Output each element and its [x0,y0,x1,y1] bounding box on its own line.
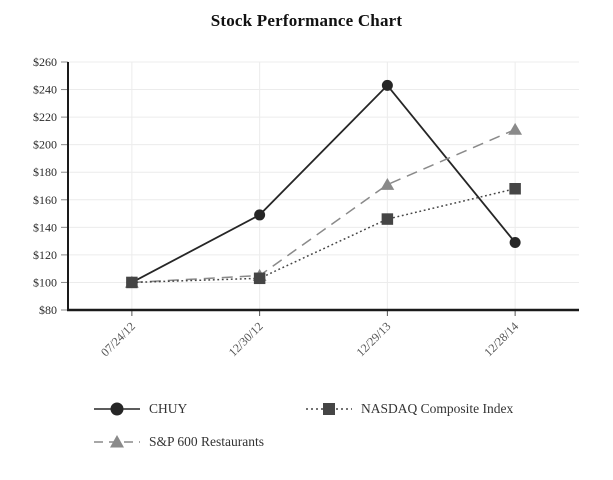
y-axis-label: $240 [33,83,57,97]
data-point-square [126,276,138,289]
data-point-circle [381,79,393,91]
legend-marker-square [323,403,335,415]
y-axis-label: $140 [33,220,57,234]
legend-marker-triangle [110,435,124,448]
data-point-square [381,213,394,225]
chuy-line-circle-icon [94,402,140,416]
stock-performance-chart: $80 $100 $120 $140 $160 $180 $200 $220 $240 $260 0… [33,55,579,359]
data-point-square [509,183,521,195]
sp600-line-triangle-icon [94,435,140,448]
data-point-circle [509,236,521,248]
y-axis-label: $220 [33,110,57,124]
y-axis-label: $260 [33,55,57,69]
series-chuy [126,79,521,288]
nasdaq-line-square-icon [306,403,352,415]
legend-label-nasdaq: NASDAQ Composite Index [361,401,514,416]
data-point-circle [254,209,266,221]
x-axis: 07/24/12 12/30/12 12/29/13 12/28/14 [98,310,521,359]
data-point-triangle [508,122,523,135]
chart-legend: CHUY NASDAQ Composite Index S&P 600 Rest… [94,401,579,450]
y-axis-label: $160 [33,193,57,207]
series-line [131,128,516,284]
x-axis-label: 07/24/12 [98,319,138,359]
y-axis-label: $100 [33,275,57,289]
gridlines [68,61,579,310]
y-axis-label: $200 [33,138,57,152]
y-axis-label: $80 [39,303,57,317]
y-axis-label: $120 [33,248,57,262]
legend-item-chuy: CHUY [94,401,306,417]
series-line [131,188,516,284]
data-point-triangle [380,177,395,190]
series-nasdaq-composite-index [126,183,521,289]
y-axis-label: $180 [33,165,57,179]
x-axis-label: 12/29/13 [353,319,393,359]
x-axis-label: 12/30/12 [226,319,266,359]
legend-label-sp600: S&P 600 Restaurants [149,434,265,449]
legend-item-nasdaq: NASDAQ Composite Index [306,401,513,417]
series-s-p-600-restaurants [124,122,523,288]
chart-title: Stock Performance Chart [210,11,403,30]
data-point-square [253,272,266,285]
series-line [131,84,516,284]
y-axis: $80 $100 $120 $140 $160 $180 $200 $220 $240 $260 [33,55,68,317]
legend-marker-circle [110,402,124,416]
legend-label-chuy: CHUY [149,401,188,416]
x-axis-label: 12/28/14 [481,319,521,359]
legend-item-sp600: S&P 600 Restaurants [94,434,264,450]
